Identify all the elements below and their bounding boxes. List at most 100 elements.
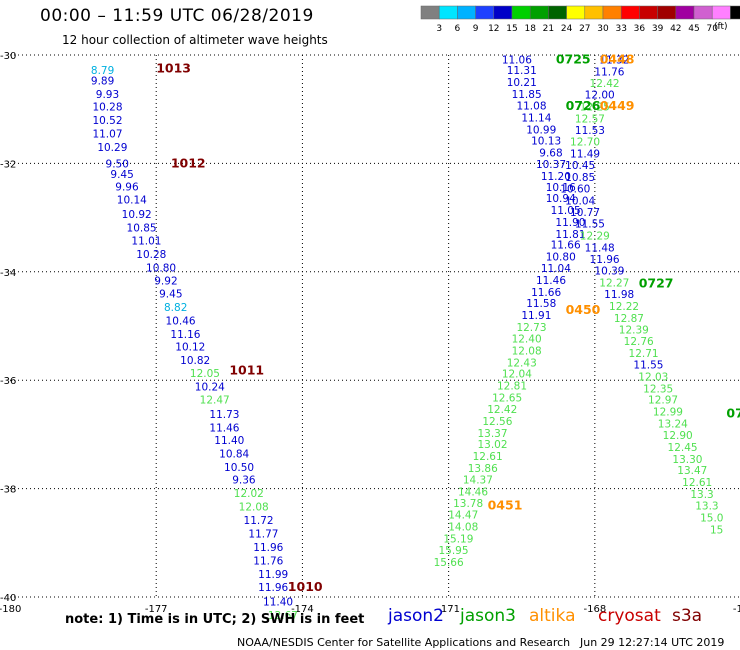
wave-height-value: 12.61	[682, 477, 712, 489]
y-tick-label: -30	[0, 51, 16, 62]
wave-height-value: 9.50	[106, 158, 129, 170]
colorbar-swatch	[548, 5, 567, 20]
wave-height-value: 11.85	[512, 89, 542, 101]
track-time-marker: 0448	[600, 51, 635, 66]
wave-height-value: 11.81	[555, 229, 585, 241]
wave-height-value: 13.3	[690, 489, 713, 501]
wave-height-value: 12.39	[619, 324, 649, 336]
wave-height-value: 10.46	[166, 316, 196, 328]
footer-credit: NOAA/NESDIS Center for Satellite Applica…	[237, 636, 571, 649]
wave-height-value: 10.04	[565, 195, 595, 207]
wave-height-value: 10.29	[97, 142, 127, 154]
footer-note: note: 1) Time is in UTC; 2) SWH is in fe…	[65, 612, 365, 627]
wave-height-value: 10.85	[565, 172, 595, 184]
colorbar-level-label: 33	[615, 24, 626, 34]
wave-height-value: 12.71	[629, 348, 659, 360]
wave-height-value: 10.99	[526, 124, 556, 136]
wave-height-value: 14.47	[448, 510, 478, 522]
colorbar-level-label: 21	[543, 24, 554, 34]
wave-height-value: 12.22	[609, 301, 639, 313]
wave-height-value: 12.76	[624, 336, 654, 348]
wave-height-value: 12.25	[580, 101, 610, 113]
colorbar-level-label: 18	[524, 24, 536, 34]
wave-height-value: 12.04	[502, 369, 532, 381]
wave-height-value: 10.13	[531, 136, 561, 148]
colorbar-swatch	[711, 5, 731, 20]
wave-height-value: 11.76	[253, 556, 283, 568]
colorbar-level-label: 24	[561, 24, 573, 34]
wave-height-value: 11.08	[516, 100, 546, 112]
wave-height-value: 12.29	[580, 230, 610, 242]
wave-height-value: 12.99	[653, 407, 683, 419]
wave-height-value: 10.14	[117, 195, 147, 207]
colorbar-swatch	[420, 5, 440, 20]
chart-subtitle: 12 hour collection of altimeter wave hei…	[62, 33, 328, 47]
wave-height-value: 11.01	[131, 235, 161, 247]
wave-height-value: 12.40	[512, 333, 542, 345]
wave-height-value: 11.55	[633, 359, 663, 371]
wave-height-value: 13.02	[477, 439, 507, 451]
colorbar-level-label: 39	[652, 24, 664, 34]
wave-height-value: 11.48	[585, 242, 615, 254]
colorbar-level-label: 70	[706, 24, 718, 34]
wave-height-value: 10.84	[219, 448, 249, 460]
wave-height-value: 9.68	[539, 148, 562, 160]
wave-height-value: 9.45	[110, 169, 133, 181]
wave-height-value: 12.70	[570, 137, 600, 149]
chart-title: 00:00 – 11:59 UTC 06/28/2019	[40, 6, 314, 26]
wave-height-value: 12.97	[648, 395, 678, 407]
wave-height-value: 10.37	[536, 159, 566, 171]
wave-height-value: 12.03	[638, 371, 668, 383]
colorbar-swatch	[584, 5, 604, 20]
wave-height-value: 12.27	[599, 278, 629, 290]
wave-height-value: 15.0	[700, 512, 723, 524]
wave-height-value: 13.78	[453, 498, 483, 510]
wave-height-value: 12.35	[643, 383, 673, 395]
wave-height-value: 12.42	[590, 78, 620, 90]
colorbar-swatch	[730, 5, 740, 20]
wave-height-value: 10.16	[546, 182, 576, 194]
wave-height-value: 11.91	[521, 310, 551, 322]
wave-height-value: 11.06	[502, 54, 532, 66]
colorbar-level-label: 27	[579, 24, 590, 34]
wave-height-value: 10.80	[146, 262, 176, 274]
colorbar-swatch	[529, 5, 549, 20]
colorbar-swatch	[657, 5, 677, 20]
track-time-marker: 0451	[488, 497, 523, 512]
colorbar-level-label: 9	[473, 24, 479, 34]
wave-height-value: 11.96	[253, 542, 283, 554]
y-tick-label: -36	[0, 376, 16, 387]
wave-height-value: 11.07	[92, 129, 122, 141]
wave-height-value: 14.08	[448, 522, 478, 534]
y-tick-label: -40	[0, 593, 16, 604]
colorbar-swatch	[457, 5, 476, 20]
track-time-marker: 1013	[156, 60, 191, 75]
wave-height-value: 9.36	[232, 474, 256, 486]
wave-height-value: 12.45	[668, 442, 698, 454]
colorbar-swatch	[639, 5, 658, 20]
track-time-marker: 0726	[566, 98, 601, 113]
wave-height-value: 9.96	[115, 182, 139, 194]
colorbar-swatch	[475, 5, 495, 20]
wave-height-value: 12.67	[268, 610, 298, 622]
wave-height-value: 12.87	[614, 313, 644, 325]
wave-height-value: 13.24	[658, 419, 688, 431]
x-tick-label: -168	[583, 604, 606, 615]
wave-height-value: 10.24	[195, 382, 225, 394]
wave-height-value: 10.92	[122, 209, 152, 221]
colorbar-swatch	[620, 5, 640, 20]
y-tick-label: -34	[0, 268, 16, 279]
wave-height-value: 12.05	[190, 368, 220, 380]
wave-height-value: 11.40	[214, 435, 244, 447]
wave-height-value: 11.72	[244, 515, 274, 527]
colorbar-level-label: 36	[634, 24, 646, 34]
x-tick-label: -180	[0, 604, 21, 615]
wave-height-value: 10.52	[92, 115, 122, 127]
wave-height-value: 11.58	[526, 298, 556, 310]
legend-altika: altika	[529, 606, 576, 626]
legend-s3a: s3a	[672, 606, 703, 626]
wave-height-value: 12.02	[234, 488, 264, 500]
colorbar-swatch	[675, 5, 695, 20]
track-time-marker: 1012	[171, 155, 206, 170]
